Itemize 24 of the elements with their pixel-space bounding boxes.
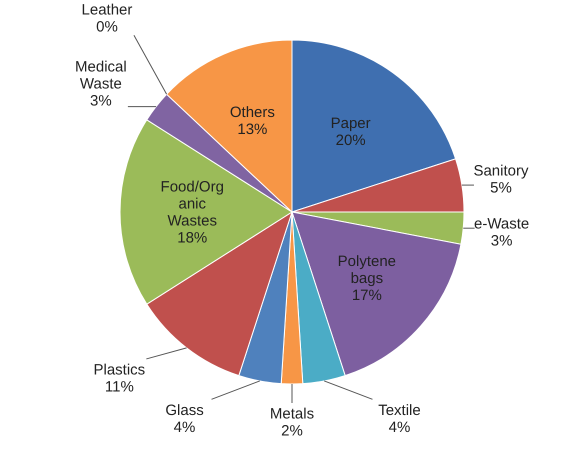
slice-label: Sanitory (473, 162, 529, 180)
text: 0% (96, 18, 118, 36)
data-label: 3% (90, 92, 112, 110)
data-label: 2% (281, 422, 303, 440)
slice-label: Polytene bags (338, 252, 396, 287)
data-label: 13% (237, 120, 268, 138)
data-label: 18% (177, 230, 208, 246)
slice-label: Paper (330, 114, 371, 132)
slice-label: Food/Organic Wastes (160, 178, 224, 230)
category-label: Leather (82, 2, 132, 19)
data-label: 4% (174, 418, 196, 436)
slice-label: e-Waste (474, 215, 530, 232)
data-label: 5% (490, 180, 512, 197)
data-label: 20% (336, 132, 366, 149)
slice-label: Metals (270, 406, 314, 422)
data-label: 4% (388, 418, 410, 436)
slice-label: Glass (165, 402, 204, 419)
data-label: 17% (352, 286, 382, 304)
slice-label: Textile (378, 402, 421, 419)
data-label: 3% (490, 232, 512, 250)
slice-label: Plastics (94, 361, 146, 378)
data-label: 11% (104, 378, 134, 396)
slice-label: Medical Waste (75, 58, 127, 92)
slice-label: Others (230, 104, 275, 121)
